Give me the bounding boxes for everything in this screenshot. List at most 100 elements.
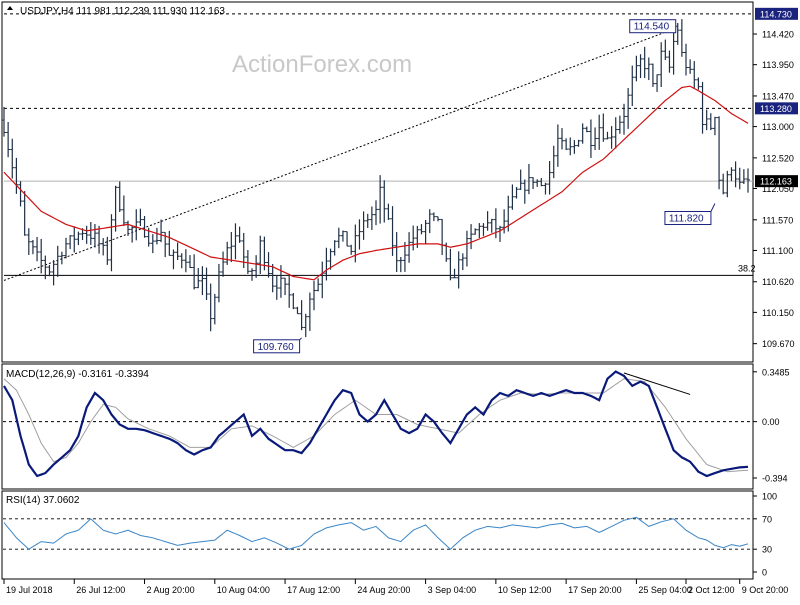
ohlc-bar (130, 225, 135, 243)
ohlc-bar (254, 255, 259, 278)
ohlc-bar (522, 179, 527, 204)
x-tick-label: 19 Jul 2018 (6, 585, 53, 595)
ohlc-bar (200, 266, 205, 296)
ohlc-bar (72, 226, 77, 253)
ohlc-bar (394, 232, 399, 272)
price-panel-header: USDJPY,H4 111.981 112.239 111.930 112.16… (20, 6, 225, 17)
x-tick-label: 2 Oct 12:00 (688, 585, 735, 595)
ohlc-bar (498, 225, 502, 242)
ohlc-bar (626, 88, 631, 129)
ohlc-bar (510, 184, 515, 210)
ohlc-bar (560, 128, 564, 150)
price-ytick-label: 112.050 (762, 184, 794, 194)
ohlc-bar (59, 251, 64, 265)
ohlc-bar (485, 211, 490, 231)
ohlc-bar (638, 54, 643, 79)
rsi-panel-frame (1, 490, 754, 580)
ohlc-bar (576, 139, 581, 147)
ohlc-bar (76, 231, 81, 246)
ohlc-bar (237, 226, 242, 243)
ohlc-bar (332, 240, 337, 256)
price-ytick-label: 113.950 (762, 60, 794, 70)
ohlc-bar (692, 61, 697, 89)
ohlc-bar (159, 219, 164, 243)
ohlc-bar (502, 209, 507, 234)
macd-panel-frame (1, 363, 754, 490)
price-annotation-label: 109.760 (258, 342, 295, 353)
rsi-ytick-label: 70 (762, 514, 772, 524)
ohlc-bar (737, 167, 742, 190)
ohlc-bar (113, 185, 118, 232)
x-tick-label: 24 Aug 20:00 (357, 585, 410, 595)
x-tick-label: 10 Sep 12:00 (498, 585, 552, 595)
price-ytick-label: 109.670 (762, 339, 795, 349)
price-ytick-label: 113.470 (762, 91, 794, 101)
ohlc-bar (539, 178, 544, 187)
x-tick-label: 2 Aug 20:00 (147, 585, 195, 595)
ohlc-bar (386, 203, 391, 220)
ohlc-bar (138, 208, 143, 226)
ohlc-bar (464, 230, 469, 267)
ohlc-bar (258, 235, 263, 274)
ohlc-bar (423, 220, 428, 245)
macd-ytick-label: 0.3485 (762, 367, 790, 377)
ohlc-bar (378, 175, 383, 224)
ohlc-bar (101, 238, 106, 256)
ohlc-bar (196, 268, 201, 289)
ohlc-bar (204, 267, 209, 301)
macd-ytick-label: 0.00 (762, 417, 780, 427)
ohlc-bar (192, 254, 197, 290)
ohlc-bar (126, 220, 130, 236)
ohlc-bar (605, 131, 610, 140)
x-tick-label: 17 Sep 20:00 (568, 585, 622, 595)
ohlc-bar (295, 306, 300, 315)
ohlc-bar (584, 126, 589, 133)
ohlc-bar (312, 280, 316, 311)
ohlc-bar (667, 50, 672, 73)
price-annotation-box (664, 211, 712, 226)
ohlc-bar (436, 216, 440, 222)
price-ytick-label: 114.420 (762, 30, 794, 40)
ohlc-bar (634, 55, 639, 82)
ohlc-bar (64, 237, 68, 259)
ohlc-bar (514, 186, 519, 199)
price-annotation-connector (299, 337, 302, 341)
ohlc-bar (353, 224, 358, 263)
ohlc-bar (469, 224, 474, 250)
ohlc-bar (262, 236, 267, 271)
x-tick-label: 3 Sep 04:00 (428, 585, 477, 595)
ohlc-bar (250, 268, 254, 281)
ohlc-bar (22, 191, 27, 236)
rsi-line (3, 516, 749, 550)
ohlc-bar (733, 161, 738, 188)
ohlc-bar (518, 169, 523, 191)
ohlc-bar (39, 238, 44, 274)
ohlc-bar (613, 117, 618, 149)
x-tick-label: 17 Aug 12:00 (287, 585, 340, 595)
ohlc-bar (477, 223, 482, 239)
ohlc-bar (630, 65, 635, 107)
macd-main-line (3, 370, 749, 478)
ohlc-bar (109, 214, 114, 272)
ohlc-bar (721, 173, 726, 195)
watermark: ActionForex.com (232, 51, 412, 78)
ohlc-bar (287, 273, 292, 308)
ohlc-bar (411, 225, 416, 251)
price-level-tag-label: 114.730 (760, 9, 792, 19)
price-annotation: 109.760 (253, 337, 302, 354)
ohlc-bar (225, 241, 230, 265)
ohlc-bar (92, 224, 97, 248)
macd-ytick-label: -0.394 (762, 473, 788, 483)
ohlc-bar (622, 103, 626, 135)
ohlc-bar (105, 236, 110, 265)
price-level-tag (755, 7, 798, 20)
macd-divergence-line (623, 372, 691, 395)
ohlc-bar (547, 161, 552, 195)
ohlc-bar (183, 249, 188, 273)
ohlc-bar (361, 211, 366, 240)
last-price-tag (755, 175, 798, 188)
price-annotation-label: 111.820 (669, 214, 704, 225)
ohlc-bar (43, 255, 48, 280)
ohlc-bar (68, 235, 73, 250)
